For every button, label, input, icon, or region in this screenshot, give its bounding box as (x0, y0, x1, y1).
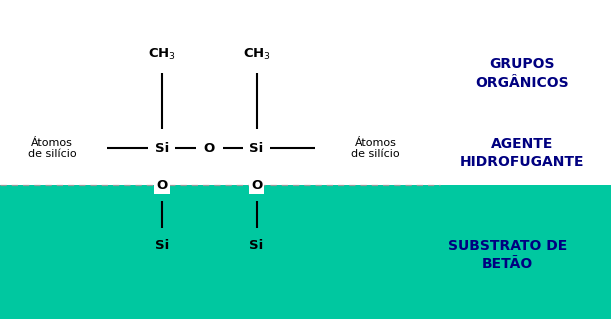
Bar (0, 185, 611, 319)
Text: AGENTE
HIDROFUGANTE: AGENTE HIDROFUGANTE (460, 137, 585, 169)
Text: O: O (156, 179, 167, 191)
Text: SUBSTRATO DE
BETÃO: SUBSTRATO DE BETÃO (447, 239, 567, 271)
Text: CH$_3$: CH$_3$ (243, 47, 271, 62)
Text: O: O (203, 142, 215, 155)
Text: Si: Si (249, 142, 264, 155)
Text: GRUPOS
ORGÂNICOS: GRUPOS ORGÂNICOS (475, 57, 569, 90)
Text: Átomos
de silício: Átomos de silício (27, 137, 76, 159)
Text: Si: Si (155, 239, 169, 252)
Text: Si: Si (249, 239, 264, 252)
Text: O: O (251, 179, 262, 191)
Text: Si: Si (155, 142, 169, 155)
Text: Átomos
de silício: Átomos de silício (351, 137, 400, 159)
Text: CH$_3$: CH$_3$ (148, 47, 176, 62)
